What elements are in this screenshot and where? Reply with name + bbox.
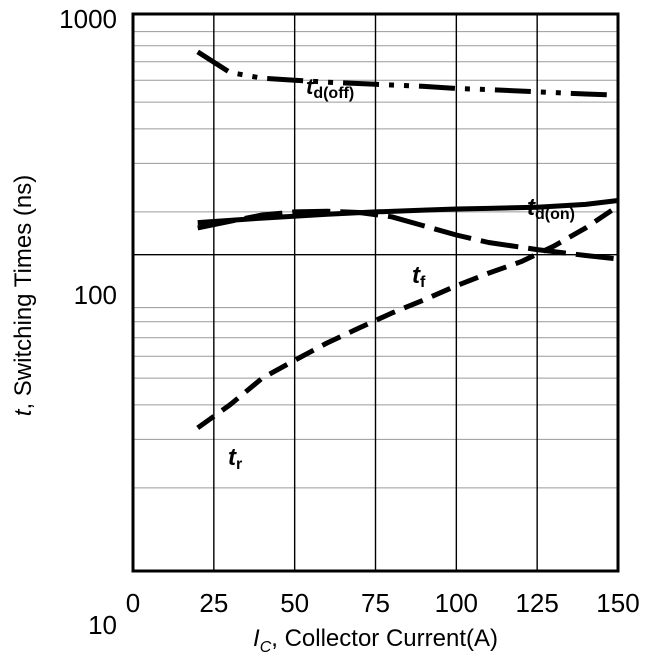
x-tick-label: 0: [126, 588, 140, 618]
x-axis-title: IC, Collector Current(A): [253, 625, 498, 656]
y-tick-label: 1000: [59, 4, 117, 34]
plot-frame: [131, 12, 620, 573]
series-label-tr: tr: [228, 444, 242, 473]
x-tick-label: 25: [199, 588, 228, 618]
series-label-tdon: td(on): [527, 194, 575, 223]
series-layer: [196, 49, 620, 430]
y-axis-title: t, Switching Times (ns): [10, 175, 37, 416]
series-label-tdoff: td(off): [306, 74, 354, 102]
x-tick-label: 150: [596, 588, 639, 618]
y-tick-label: 10: [88, 610, 117, 640]
y-tick-label: 100: [74, 280, 117, 310]
x-tick-label: 125: [515, 588, 558, 618]
x-tick-label: 50: [280, 588, 309, 618]
series-line-tdon: [197, 198, 619, 226]
series-line-tr: [196, 204, 620, 430]
series-label-tf: tf: [412, 262, 426, 291]
series-line-tf: [197, 208, 619, 262]
x-tick-label: 100: [435, 588, 478, 618]
series-labels: td(off) td(on) tf tr: [228, 74, 575, 473]
tick-labels: 0 25 50 75 100 125 150 10 100 1000: [59, 4, 640, 640]
x-tick-label: 75: [361, 588, 390, 618]
series-line-tdoff: [196, 49, 619, 98]
major-gridlines: [133, 14, 618, 571]
